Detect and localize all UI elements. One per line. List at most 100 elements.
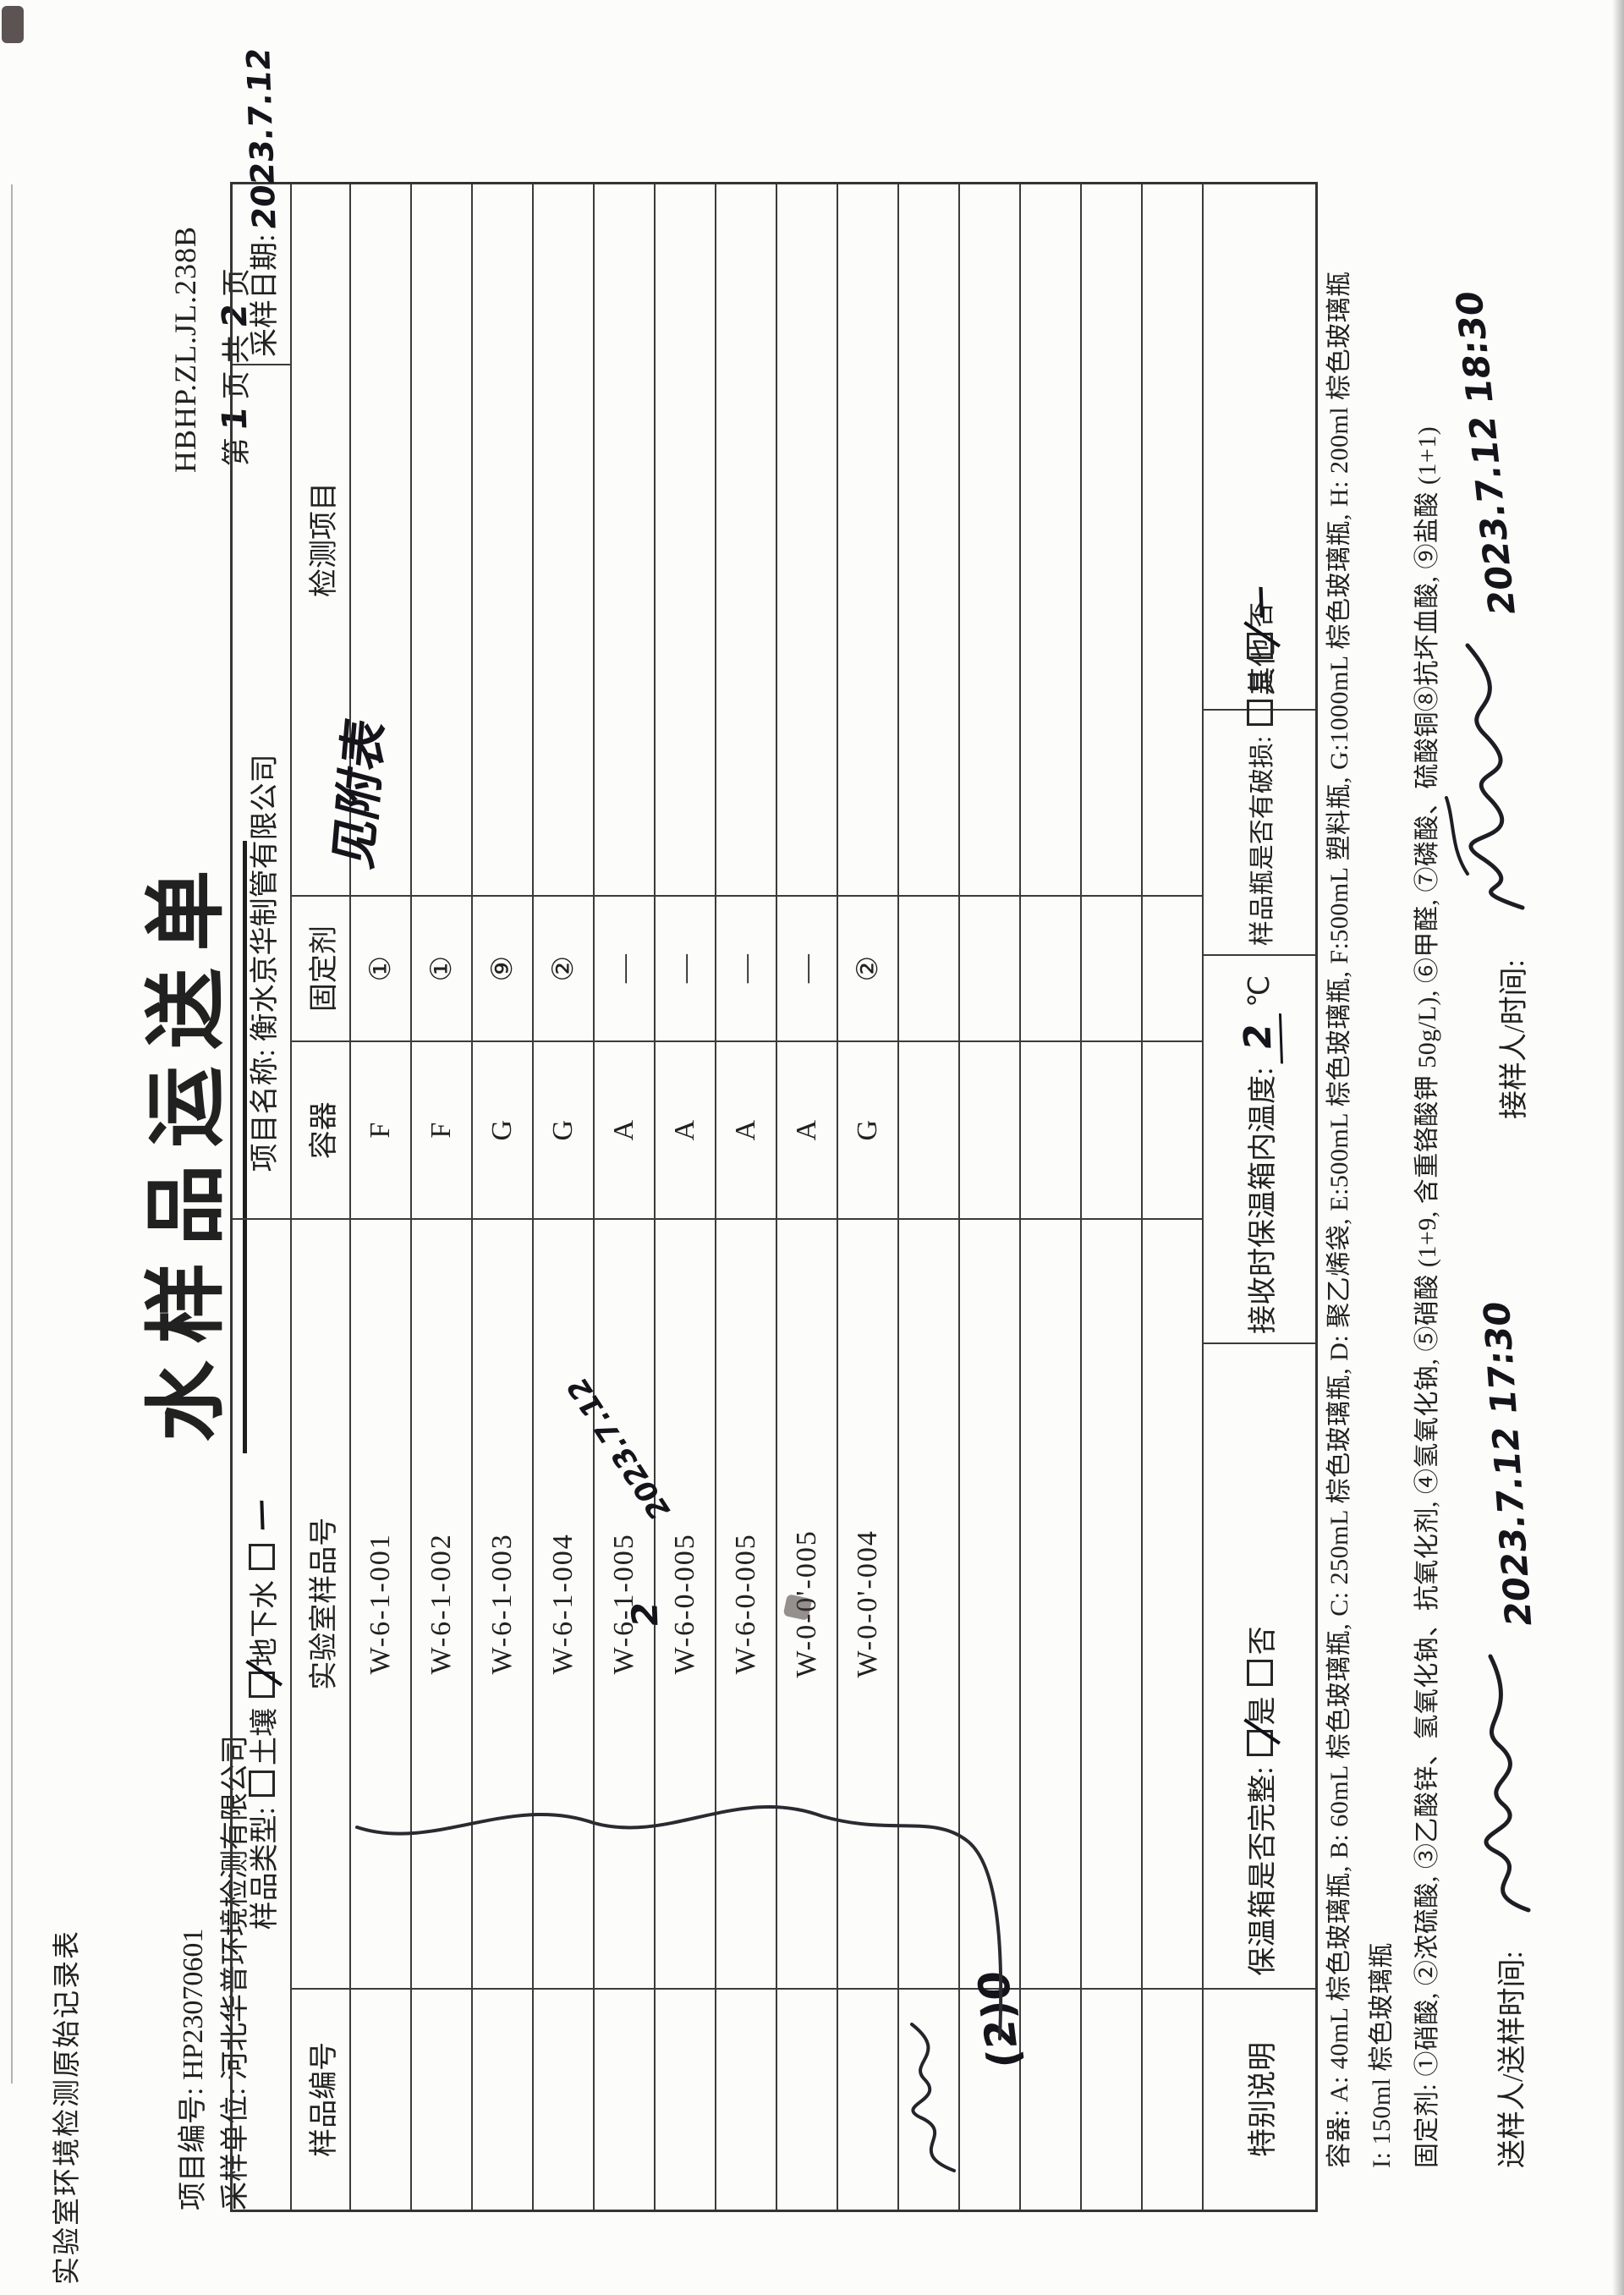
lab-sample-id: W-6-1-002 [412, 1217, 473, 1988]
checkbox-damage-yes [1246, 699, 1273, 726]
table-row: W-0-0'-004 G ② [838, 184, 899, 2210]
receiver-label: 接样人/时间: [1499, 959, 1530, 1119]
project-name: 衡水京华制管有限公司 [249, 754, 281, 1042]
test-item-handwritten-note: 见附表 [324, 711, 394, 874]
container-cell: A [656, 1040, 716, 1218]
special-notes-row: 特别说明 保温箱是否完整: 是 否 接收时保温箱内温度: 2 ℃ 样品瓶是否有破… [1204, 184, 1315, 2210]
sender-signature [1484, 1654, 1531, 1913]
sampling-date-handwritten: 2023.7.12 [239, 46, 283, 231]
fixative-cell: ② [534, 894, 595, 1041]
test-item-cell [656, 184, 716, 895]
scan-edge-line [11, 184, 13, 2084]
container-cell: F [351, 1040, 412, 1218]
test-item-cell [595, 184, 656, 895]
table-row: W-6-0-005 A — [656, 184, 716, 2210]
col-header-lab-sample-no: 实验室样品号 [292, 1217, 351, 1988]
sample-table: 样品类型: 土壤 地下水 一 项目名称: 衡水京华制管有限公司 采样日期: 20… [230, 46, 1318, 2212]
bottle-damage-cell: 样品瓶是否有破损: 是 否 [1204, 602, 1315, 955]
sample-no-cell [716, 1987, 777, 2210]
table-row: W-6-0-005 A — [716, 184, 777, 2210]
fixative-legend: 固定剂: ①硝酸, ②浓硫酸, ③乙酸锌、氢氧化钠、抗氧化剂, ④氢氧化钠, ⑤… [1413, 426, 1441, 2168]
table-row: W-0-0'-005 A — [777, 184, 838, 2210]
sample-no-cell [595, 1987, 656, 2210]
fixative-cell: — [595, 894, 656, 1041]
lab-sample-id: W-6-1-004 [534, 1217, 595, 1988]
table-row-empty [960, 184, 1021, 2210]
checkbox-intact-yes-checked [1246, 1730, 1273, 1757]
sample-no-cell [838, 1987, 899, 2210]
fixative-cell: — [716, 894, 777, 1041]
lab-sample-id: W-6-1-003 [473, 1217, 534, 1988]
lab-sample-id: W-6-1-001 [351, 1217, 412, 1988]
test-item-cell [716, 184, 777, 895]
sample-no-cell [656, 1987, 716, 2210]
container-legend-line2: I: 150ml 棕色玻璃瓶 [1368, 1942, 1396, 2168]
fixative-cell: — [777, 894, 838, 1041]
checkbox-groundwater-checked [248, 1671, 275, 1698]
other-handwritten: 一 [1243, 585, 1282, 621]
row6-correction-handwritten: 2 [623, 1600, 667, 1629]
sample-no-cell [351, 1987, 412, 2210]
cooler-temperature-cell: 接收时保温箱内温度: 2 ℃ [1204, 954, 1315, 1342]
table-row: W-6-1-002 F ① [412, 184, 473, 2210]
container-legend-line1: 容器: A: 40mL 棕色玻璃瓶, B: 60mL 棕色玻璃瓶, C: 250… [1325, 271, 1353, 2168]
scan-edge-shadow [1612, 0, 1624, 2295]
test-item-cell [412, 184, 473, 895]
lab-sample-id: W-6-0-005 [716, 1217, 777, 1988]
lab-sample-id: W-6-0-005 [656, 1217, 716, 1988]
temperature-handwritten: 2 [1235, 1010, 1284, 1064]
container-cell: F [412, 1040, 473, 1218]
receiver-line: 接样人/时间: [1490, 959, 1532, 1119]
sample-no-cell [412, 1987, 473, 2210]
col-header-fixative: 固定剂 [292, 894, 351, 1041]
container-cell: A [595, 1040, 656, 1218]
sample-type-handwritten-mark: 一 [246, 1498, 283, 1533]
sample-type-cell: 样品类型: 土壤 地下水 一 [233, 1218, 292, 2210]
table-row-empty [1021, 184, 1082, 2210]
fixative-cell: ⑨ [473, 894, 534, 1041]
test-item-cell [473, 184, 534, 895]
lab-sample-id: W-0-0'-004 [838, 1217, 899, 1988]
project-number-line: 项目编号: HP23070601 [178, 1928, 209, 2210]
container-cell: G [473, 1040, 534, 1218]
sample-no-cell [777, 1987, 838, 2210]
col-header-container: 容器 [292, 1040, 351, 1218]
table-row: W-6-1-004 G ② [534, 184, 595, 2210]
sample-no-cell [473, 1987, 534, 2210]
table-row: W-6-1-005 A — [595, 184, 656, 2210]
container-cell: A [777, 1040, 838, 1218]
receiver-datetime-handwritten: 2023.7.12 18:30 [1447, 289, 1524, 617]
table-row: W-6-1-001 F ① [351, 184, 412, 2210]
container-cell: A [716, 1040, 777, 1218]
col-header-sample-no: 样品编号 [292, 1987, 351, 2210]
table-row-empty [1082, 184, 1143, 2210]
project-number: HP23070601 [178, 1928, 209, 2081]
cooler-intact-cell: 保温箱是否完整: 是 否 [1204, 1342, 1315, 1988]
project-name-cell: 项目名称: 衡水京华制管有限公司 [233, 364, 292, 1219]
fixative-cell: ① [412, 894, 473, 1041]
checkbox-soil [248, 1770, 275, 1797]
sampling-date-cell: 采样日期: 2023.7.12 [233, 46, 292, 364]
test-item-cell [838, 184, 899, 895]
checkbox-intact-no [1246, 1660, 1273, 1687]
info-row: 样品类型: 土壤 地下水 一 项目名称: 衡水京华制管有限公司 采样日期: 20… [233, 46, 292, 2210]
test-item-cell [777, 184, 838, 895]
fixative-cell: — [656, 894, 716, 1041]
container-cell: G [534, 1040, 595, 1218]
sample-no-cell [534, 1987, 595, 2210]
table-header-row: 样品编号 实验室样品号 容器 固定剂 检测项目 [292, 184, 351, 2210]
test-item-cell [534, 184, 595, 895]
special-notes-label: 特别说明 [1204, 1987, 1315, 2210]
table-row: W-6-1-003 G ⑨ [473, 184, 534, 2210]
table-row-empty [1143, 184, 1204, 2210]
sender-line: 送样人/送样时间: [1489, 1951, 1530, 2168]
fixative-cell: ② [838, 894, 899, 1041]
container-cell: G [838, 1040, 899, 1218]
record-form-title: 实验室环境检测原始记录表 [52, 1930, 83, 2285]
table-row-empty [899, 184, 960, 2210]
sender-datetime-handwritten: 2023.7.12 17:30 [1475, 1299, 1540, 1628]
fixative-cell: ① [351, 894, 412, 1041]
scan-corner-mark [2, 6, 24, 43]
